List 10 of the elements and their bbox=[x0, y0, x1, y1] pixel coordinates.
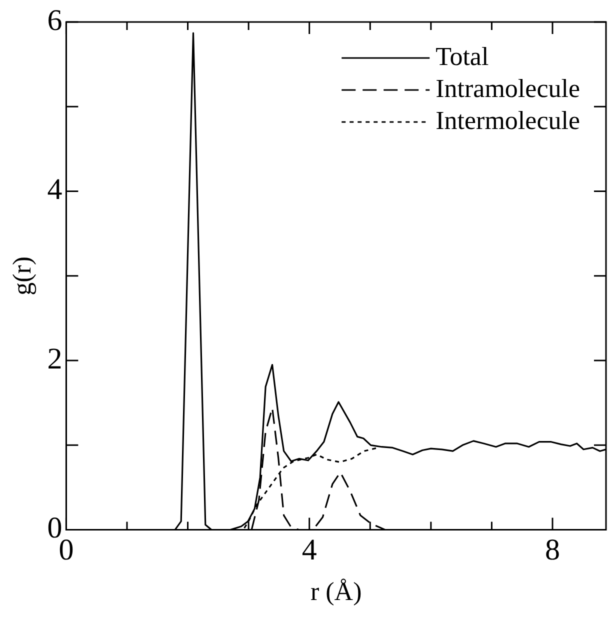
legend-label: Intermolecule bbox=[436, 106, 580, 135]
x-tick-label: 8 bbox=[545, 534, 560, 567]
x-axis-title: r (Å) bbox=[310, 577, 362, 606]
legend-label: Intramolecule bbox=[436, 74, 580, 103]
y-axis-title: g(r) bbox=[7, 256, 36, 296]
x-tick-label: 4 bbox=[302, 534, 317, 567]
y-tick-label: 4 bbox=[47, 173, 62, 206]
y-tick-label: 2 bbox=[47, 342, 62, 376]
y-tick-label: 6 bbox=[47, 4, 62, 37]
legend-label: Total bbox=[436, 42, 489, 71]
